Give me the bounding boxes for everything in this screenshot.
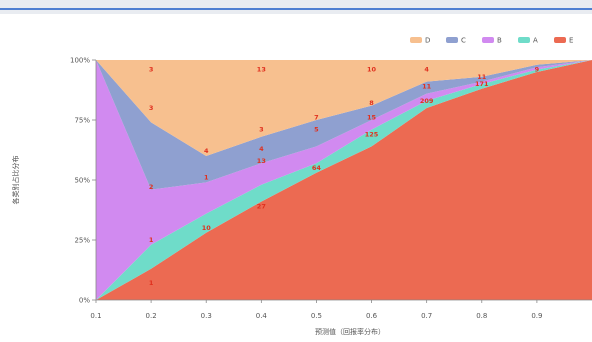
y-tick-label: 50% <box>74 177 90 185</box>
data-label: 9 <box>535 66 540 74</box>
data-label: 11 <box>477 73 487 81</box>
y-tick-label: 25% <box>74 237 90 245</box>
legend-label-a: A <box>533 37 538 45</box>
x-tick-labels: 0.1 0.2 0.3 0.4 0.5 0.6 0.7 0.8 0.9 <box>90 300 542 320</box>
data-label: 3 <box>149 66 154 74</box>
data-label: 8 <box>369 99 374 107</box>
legend-swatch-b <box>482 37 494 43</box>
data-label: 1 <box>149 279 154 287</box>
legend-swatch-e <box>554 37 566 43</box>
data-label: 209 <box>420 97 434 105</box>
legend-label-b: B <box>497 37 502 45</box>
data-label: 171 <box>475 80 489 88</box>
y-tick-label: 100% <box>70 57 90 65</box>
x-tick-label: 0.1 <box>90 312 101 320</box>
data-label: 64 <box>312 164 322 172</box>
data-label: 13 <box>257 157 266 165</box>
x-tick-label: 0.6 <box>366 312 378 320</box>
data-label: 4 <box>204 147 209 155</box>
area-layers <box>96 60 592 300</box>
x-tick-label: 0.5 <box>311 312 322 320</box>
area-c <box>96 60 592 190</box>
legend-label-d: D <box>425 37 430 45</box>
legend-swatch-d <box>410 37 422 43</box>
data-label: 3 <box>149 104 154 112</box>
data-label: 1 <box>149 236 154 244</box>
legend-label-e: E <box>569 37 573 45</box>
x-tick-label: 0.9 <box>531 312 542 320</box>
data-label: 15 <box>367 114 377 122</box>
legend-swatch-a <box>518 37 530 43</box>
data-label: 3 <box>259 126 264 134</box>
data-label: 4 <box>259 145 264 153</box>
data-label: 5 <box>314 126 319 134</box>
data-label: 2 <box>149 183 154 191</box>
y-tick-label: 0% <box>79 297 90 305</box>
data-label: 125 <box>365 130 379 138</box>
data-label: 13 <box>257 66 266 74</box>
y-tick-labels: 0% 25% 50% 75% 100% <box>70 57 96 305</box>
data-label: 27 <box>257 202 266 210</box>
x-tick-label: 0.8 <box>476 312 487 320</box>
area-d <box>96 60 592 156</box>
data-label: 4 <box>424 66 429 74</box>
data-label: 11 <box>422 82 432 90</box>
x-tick-label: 0.7 <box>421 312 432 320</box>
data-label: 7 <box>314 114 319 122</box>
area-e <box>96 60 592 300</box>
x-tick-label: 0.4 <box>256 312 268 320</box>
x-axis-title: 预测值（回报率分布） <box>315 327 385 336</box>
x-tick-label: 0.3 <box>201 312 212 320</box>
data-label: 10 <box>367 66 377 74</box>
y-axis-title: 各类别占比分布 <box>11 156 20 205</box>
y-tick-label: 75% <box>74 117 90 125</box>
legend-label-c: C <box>461 37 466 45</box>
data-label: 1 <box>204 174 209 182</box>
data-label: 10 <box>202 224 212 232</box>
window-border-line <box>0 8 592 10</box>
x-tick-label: 0.2 <box>146 312 157 320</box>
legend-swatch-c <box>446 37 458 43</box>
